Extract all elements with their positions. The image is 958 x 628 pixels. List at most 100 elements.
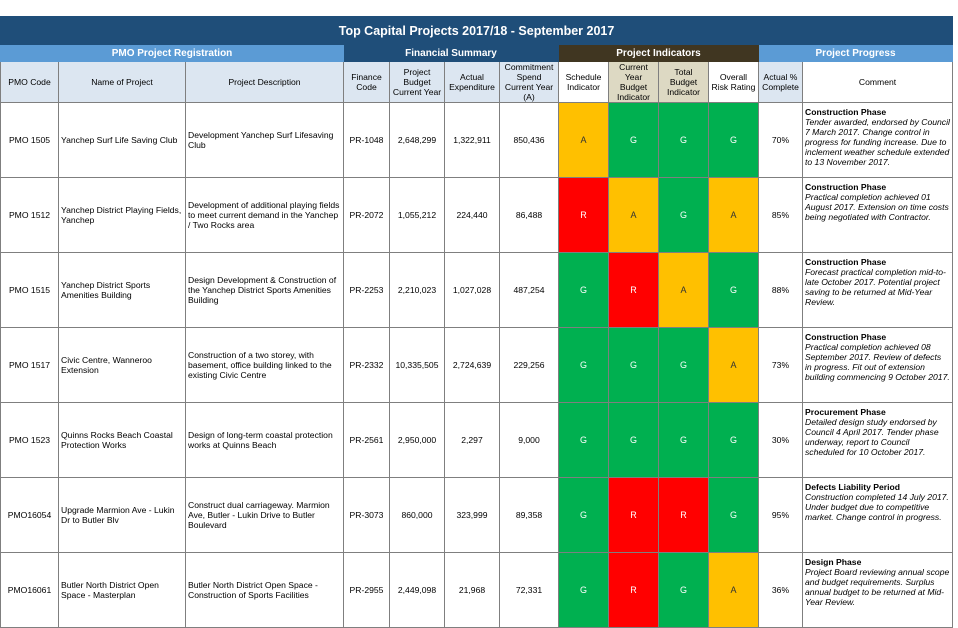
project-budget-cell: 1,055,212 xyxy=(389,177,445,253)
section-project-progress: Project Progress xyxy=(757,44,954,62)
table-row: PMO16061 Butler North District Open Space… xyxy=(0,552,954,628)
header-actual-expenditure: Actual Expenditure xyxy=(444,61,500,103)
comment-text: Construction completed 14 July 2017. Und… xyxy=(805,492,949,522)
commitment-spend-cell: 487,254 xyxy=(499,252,559,328)
actual-expenditure-cell: 2,724,639 xyxy=(444,327,500,403)
schedule-indicator-cell: A xyxy=(558,102,609,178)
risk-indicator-cell: G xyxy=(708,477,759,553)
project-budget-cell: 2,648,299 xyxy=(389,102,445,178)
pmo-code-cell: PMO16054 xyxy=(0,477,59,553)
project-name-cell: Yanchep District Playing Fields, Yanchep xyxy=(58,177,186,253)
comment-text: Practical completion achieved 01 August … xyxy=(805,192,949,222)
actual-expenditure-cell: 224,440 xyxy=(444,177,500,253)
comment-text: Project Board reviewing annual scope and… xyxy=(805,567,950,607)
project-name-cell: Yanchep Surf Life Saving Club xyxy=(58,102,186,178)
risk-indicator-cell: G xyxy=(708,252,759,328)
phase-label: Construction Phase xyxy=(805,332,887,342)
comment-text: Forecast practical completion mid-to-lat… xyxy=(805,267,946,307)
percent-complete-cell: 88% xyxy=(758,252,803,328)
pmo-code-cell: PMO 1523 xyxy=(0,402,59,478)
cy-budget-indicator-cell: G xyxy=(608,327,659,403)
header-finance-code: Finance Code xyxy=(343,61,390,103)
cy-budget-indicator-cell: R xyxy=(608,477,659,553)
total-budget-indicator-cell: G xyxy=(658,177,709,253)
finance-code-cell: PR-3073 xyxy=(343,477,390,553)
phase-label: Construction Phase xyxy=(805,257,887,267)
project-description-cell: Design of long-term coastal protection w… xyxy=(185,402,344,478)
header-pmo-code: PMO Code xyxy=(0,61,59,103)
percent-complete-cell: 70% xyxy=(758,102,803,178)
pmo-code-cell: PMO 1517 xyxy=(0,327,59,403)
phase-label: Design Phase xyxy=(805,557,862,567)
section-project-indicators: Project Indicators xyxy=(558,44,759,62)
table-row: PMO 1523 Quinns Rocks Beach Coastal Prote… xyxy=(0,402,954,478)
project-budget-cell: 2,210,023 xyxy=(389,252,445,328)
cy-budget-indicator-cell: A xyxy=(608,177,659,253)
schedule-indicator-cell: R xyxy=(558,177,609,253)
header-project-name: Name of Project xyxy=(58,61,186,103)
risk-indicator-cell: G xyxy=(708,402,759,478)
comment-text: Tender awarded, endorsed by Council 7 Ma… xyxy=(805,117,950,167)
project-name-cell: Upgrade Marmion Ave - Lukin Dr to Butler… xyxy=(58,477,186,553)
comment-cell: Construction Phase Practical completion a… xyxy=(801,177,954,253)
actual-expenditure-cell: 2,297 xyxy=(444,402,500,478)
total-budget-indicator-cell: G xyxy=(658,402,709,478)
capital-projects-table: Top Capital Projects 2017/18 - September… xyxy=(0,16,954,628)
table-row: PMO 1515 Yanchep District Sports Amenitie… xyxy=(0,252,954,328)
header-schedule-indicator: Schedule Indicator xyxy=(558,61,609,103)
phase-label: Defects Liability Period xyxy=(805,482,901,492)
project-name-cell: Yanchep District Sports Amenities Buildi… xyxy=(58,252,186,328)
risk-indicator-cell: A xyxy=(708,327,759,403)
comment-cell: Construction Phase Forecast practical com… xyxy=(801,252,954,328)
finance-code-cell: PR-2072 xyxy=(343,177,390,253)
header-commitment-spend: Commitment Spend Current Year (A) xyxy=(499,61,559,103)
finance-code-cell: PR-2955 xyxy=(343,552,390,628)
risk-indicator-cell: G xyxy=(708,102,759,178)
pmo-code-cell: PMO 1515 xyxy=(0,252,59,328)
total-budget-indicator-cell: R xyxy=(658,477,709,553)
header-actual-percent-complete: Actual % Complete xyxy=(758,61,803,103)
schedule-indicator-cell: G xyxy=(558,327,609,403)
header-current-year-budget-indicator: Current Year Budget Indicator xyxy=(608,61,659,103)
project-budget-cell: 860,000 xyxy=(389,477,445,553)
project-budget-cell: 2,449,098 xyxy=(389,552,445,628)
pmo-code-cell: PMO 1505 xyxy=(0,102,59,178)
commitment-spend-cell: 86,488 xyxy=(499,177,559,253)
finance-code-cell: PR-2253 xyxy=(343,252,390,328)
project-budget-cell: 2,950,000 xyxy=(389,402,445,478)
total-budget-indicator-cell: A xyxy=(658,252,709,328)
finance-code-cell: PR-2561 xyxy=(343,402,390,478)
header-overall-risk-rating: Overall Risk Rating xyxy=(708,61,759,103)
comment-cell: Defects Liability Period Construction com… xyxy=(801,477,954,553)
project-name-cell: Civic Centre, Wanneroo Extension xyxy=(58,327,186,403)
percent-complete-cell: 95% xyxy=(758,477,803,553)
project-budget-cell: 10,335,505 xyxy=(389,327,445,403)
comment-text: Detailed design study endorsed by Counci… xyxy=(805,417,939,457)
total-budget-indicator-cell: G xyxy=(658,327,709,403)
percent-complete-cell: 30% xyxy=(758,402,803,478)
pmo-code-cell: PMO 1512 xyxy=(0,177,59,253)
project-description-cell: Construct dual carriageway. Marmion Ave,… xyxy=(185,477,344,553)
finance-code-cell: PR-1048 xyxy=(343,102,390,178)
commitment-spend-cell: 229,256 xyxy=(499,327,559,403)
project-description-cell: Development Yanchep Surf Lifesaving Club xyxy=(185,102,344,178)
header-project-budget: Project Budget Current Year xyxy=(389,61,445,103)
comment-cell: Construction Phase Tender awarded, endors… xyxy=(801,102,954,178)
section-financial-summary: Financial Summary xyxy=(343,44,559,62)
total-budget-indicator-cell: G xyxy=(658,552,709,628)
commitment-spend-cell: 89,358 xyxy=(499,477,559,553)
cy-budget-indicator-cell: R xyxy=(608,552,659,628)
table-row: PMO 1517 Civic Centre, Wanneroo Extension… xyxy=(0,327,954,403)
header-project-description: Project Description xyxy=(185,61,344,103)
commitment-spend-cell: 9,000 xyxy=(499,402,559,478)
cy-budget-indicator-cell: R xyxy=(608,252,659,328)
risk-indicator-cell: A xyxy=(708,552,759,628)
cy-budget-indicator-cell: G xyxy=(608,102,659,178)
project-description-cell: Butler North District Open Space - Const… xyxy=(185,552,344,628)
risk-indicator-cell: A xyxy=(708,177,759,253)
phase-label: Procurement Phase xyxy=(805,407,886,417)
project-name-cell: Quinns Rocks Beach Coastal Protection Wo… xyxy=(58,402,186,478)
total-budget-indicator-cell: G xyxy=(658,102,709,178)
actual-expenditure-cell: 21,968 xyxy=(444,552,500,628)
commitment-spend-cell: 72,331 xyxy=(499,552,559,628)
